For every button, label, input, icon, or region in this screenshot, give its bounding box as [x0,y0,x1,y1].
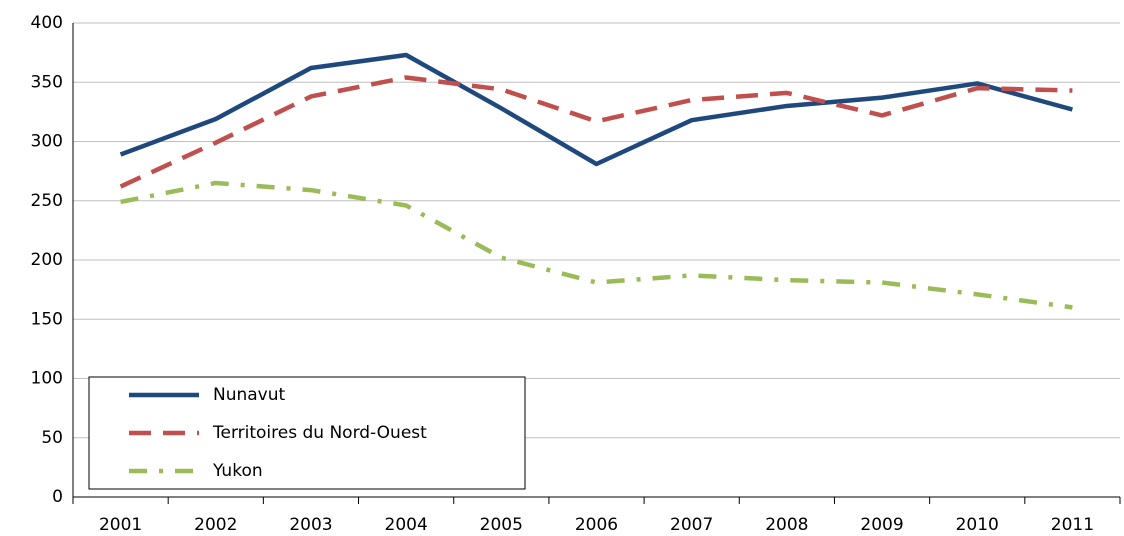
y-tick-label: 350 [31,72,63,92]
x-tick-label: 2006 [575,515,618,535]
y-tick-label: 150 [31,309,63,329]
legend-label: Nunavut [213,385,286,405]
y-tick-label: 0 [52,487,63,507]
y-tick-label: 250 [31,191,63,211]
x-tick-label: 2008 [765,515,808,535]
x-tick-label: 2003 [289,515,332,535]
x-tick-label: 2010 [956,515,999,535]
y-tick-label: 400 [31,13,63,33]
legend-label: Territoires du Nord-Ouest [212,423,427,443]
x-tick-label: 2004 [385,515,428,535]
line [120,180,1073,310]
x-tick-label: 2009 [860,515,903,535]
x-tick-label: 2001 [99,515,142,535]
y-tick-label: 200 [31,250,63,270]
x-tick-label: 2005 [480,515,523,535]
x-tick-label: 2011 [1051,515,1094,535]
legend-label: Yukon [212,461,263,481]
x-tick-label: 2002 [194,515,237,535]
y-tick-label: 300 [31,132,63,152]
y-tick-label: 50 [41,428,63,448]
line [119,75,1073,189]
line [119,52,1074,167]
y-tick-label: 100 [31,369,63,389]
x-tick-label: 2007 [670,515,713,535]
